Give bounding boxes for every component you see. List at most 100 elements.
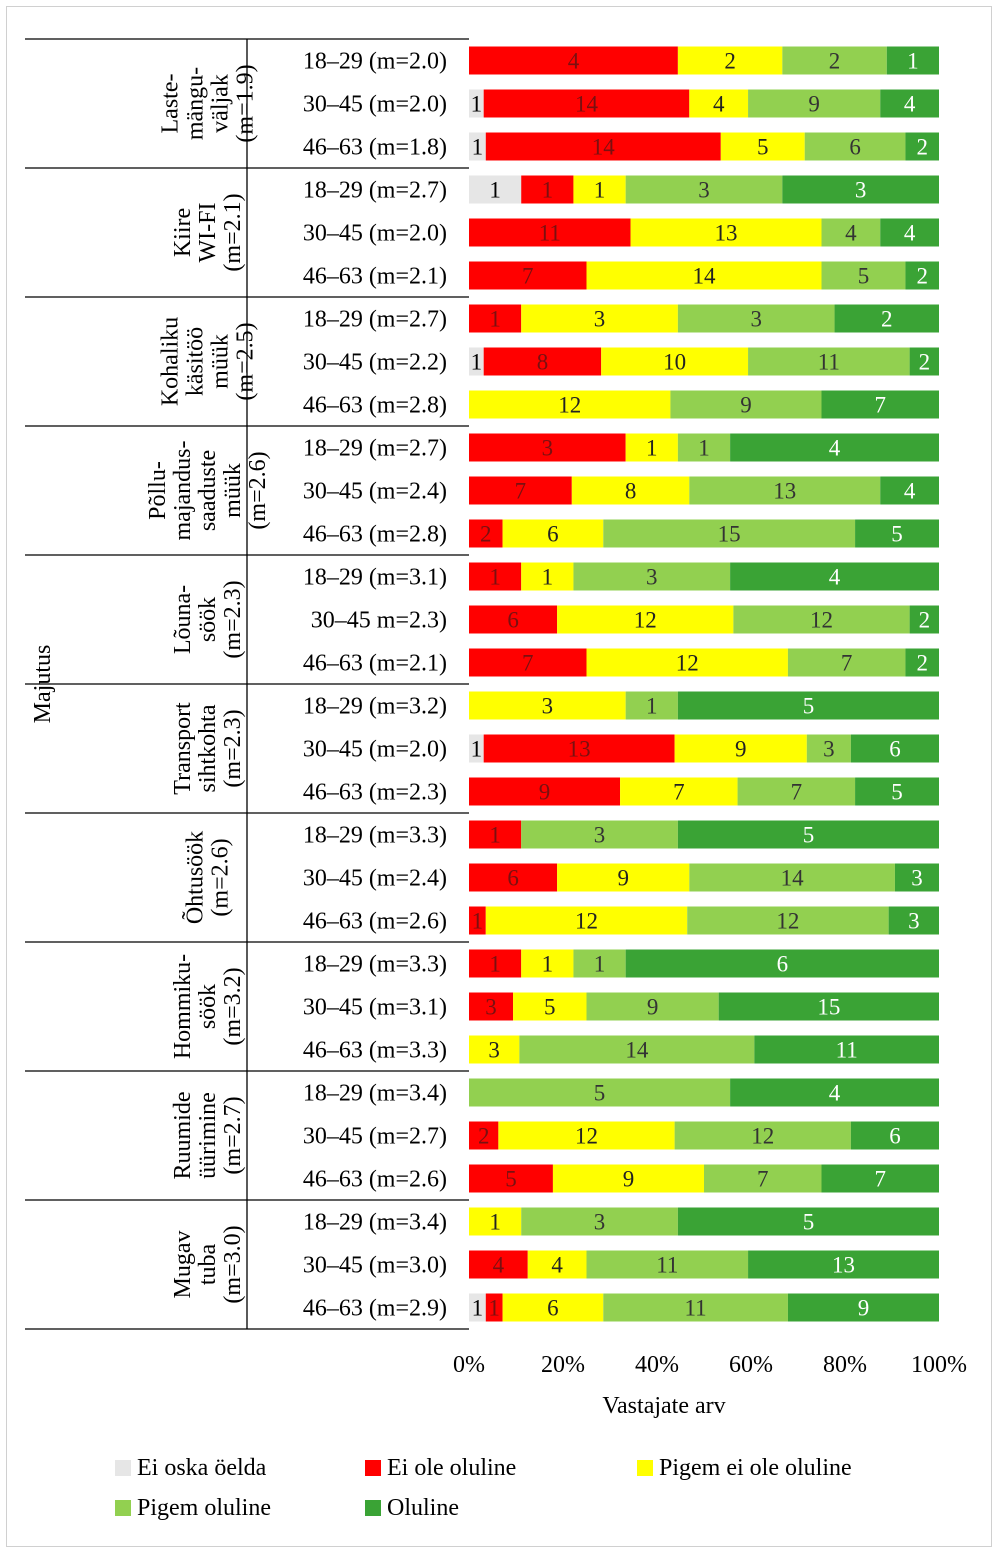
chart-frame: Laste-mängu-väljak(m=1.9) 18–29 (m=2.0) 4 2… [6,6,992,1547]
group-label: Põllu-majandus-saadustemüük(m=2.6) [145,441,271,541]
bar-segment [677,304,835,333]
bar-segment [850,734,939,763]
data-label: 9 [740,393,752,418]
data-label: 1 [907,49,919,74]
bar-segment [521,1207,678,1236]
group-label: Hommiku-söök(m=3.2) [170,954,246,1059]
bar-segment [586,261,822,290]
data-label: 7 [791,780,803,805]
x-tick-label: 0% [453,1352,485,1378]
data-label: 3 [908,909,920,934]
data-label: 3 [542,436,554,461]
row-label: 18–29 (m=3.4) [303,1210,447,1236]
data-label: 14 [625,1038,649,1063]
data-label: 4 [568,49,580,74]
data-label: 6 [889,1124,901,1149]
data-label: 9 [858,1296,870,1321]
bar-segment [521,304,678,333]
bar-segment [905,648,939,677]
bar-segment [880,89,939,118]
bar-segment [469,1293,486,1322]
bar-segment [573,175,626,204]
data-label: 9 [539,780,551,805]
bar-segment [601,347,749,376]
row-label: 18–29 (m=2.7) [303,436,447,462]
bar-segment [905,132,939,161]
bar-segment [502,519,604,548]
data-label: 2 [829,49,841,74]
data-label: 1 [594,952,606,977]
bar-segment [469,46,678,75]
data-label: 1 [542,952,554,977]
data-label: 4 [845,221,857,246]
bar-segment [730,562,939,591]
data-label: 1 [471,737,483,762]
x-tick-label: 20% [541,1352,585,1378]
data-label: 14 [592,135,616,160]
bar-segment [469,820,522,849]
data-label: 12 [575,909,598,934]
data-label: 2 [916,135,928,160]
bar-segment [498,1121,675,1150]
bar-segment [519,1035,755,1064]
bar-segment [586,648,788,677]
y-axis-title: Majutus [30,645,56,724]
data-label: 5 [757,135,769,160]
data-label: 3 [594,823,606,848]
row-label: 30–45 (m=2.0) [303,737,447,763]
bar-segment [469,1078,731,1107]
bar-segment [469,261,587,290]
bar-segment [513,992,587,1021]
data-label: 3 [855,178,867,203]
row-label: 46–63 (m=2.6) [303,1167,447,1193]
bar-segment [469,132,486,161]
data-label: 5 [544,995,556,1020]
data-label: 9 [735,737,747,762]
bar-segment [557,863,690,892]
bar-segment [821,261,906,290]
row-label: 46–63 (m=3.3) [303,1038,447,1064]
group-label: Transportsihtkohta(m=2.3) [170,702,246,795]
data-label: 4 [713,92,725,117]
group-label: Laste-mängu-väljak(m=1.9) [158,64,259,142]
data-label: 1 [488,1296,500,1321]
bar-segment [782,175,939,204]
data-label: 1 [471,92,483,117]
bar-segment [687,906,889,935]
bar-segment [905,261,939,290]
row-label: 46–63 (m=2.1) [303,651,447,677]
data-label: 3 [698,178,710,203]
row-label: 30–45 (m=2.7) [303,1124,447,1150]
data-label: 13 [773,479,796,504]
row-label: 46–63 (m=2.8) [303,522,447,548]
data-label: 8 [537,350,549,375]
bar-segment [670,390,822,419]
data-label: 14 [575,92,599,117]
row-label: 18–29 (m=2.7) [303,178,447,204]
data-label: 11 [836,1038,858,1063]
data-label: 12 [776,909,799,934]
data-label: 13 [568,737,591,762]
row-label: 18–29 (m=3.3) [303,823,447,849]
legend-label: Ei ole oluline [387,1455,516,1481]
data-label: 7 [515,479,527,504]
bar-segment [603,1293,788,1322]
bar-segment [720,132,805,161]
data-label: 7 [673,780,685,805]
bar-segment [677,433,731,462]
bar-segment [855,777,939,806]
bar-segment [677,46,783,75]
data-label: 12 [676,651,699,676]
bar-segment [674,734,807,763]
bar-segment [704,1164,822,1193]
bar-segment [469,605,558,634]
data-label: 4 [904,479,916,504]
data-label: 3 [594,1210,606,1235]
data-label: 3 [646,565,658,590]
bar-segment [730,433,939,462]
data-label: 11 [685,1296,707,1321]
bar-segment [469,949,522,978]
data-label: 12 [810,608,833,633]
legend-swatch [365,1500,381,1516]
bar-segment [573,949,626,978]
